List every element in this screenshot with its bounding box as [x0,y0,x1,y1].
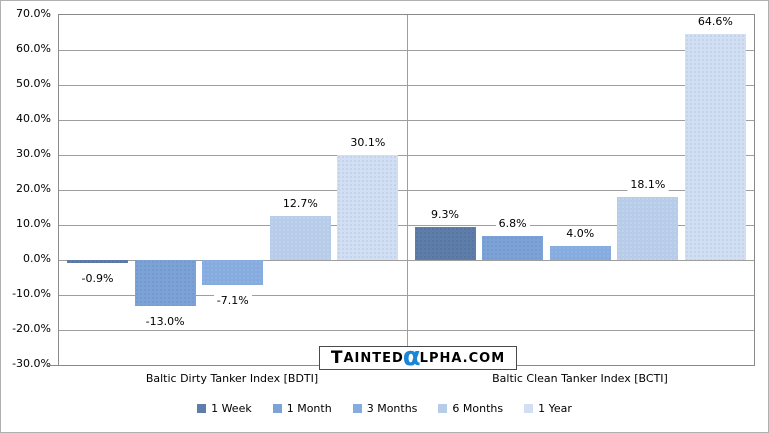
bar-bcti-3-months [549,246,611,260]
bar-bdti-3-months [202,260,264,285]
bar-value-label-bdti-1-month: -13.0% [142,314,188,329]
bar-value-label-bdti-1-week: -0.9% [78,272,117,287]
y-axis-tick-label: -30.0% [12,357,51,370]
y-axis-tick-label: -20.0% [12,322,51,335]
legend-item-1-year: 1 Year [524,402,572,415]
gridline [59,260,754,261]
gridline [59,225,754,226]
bar-bdti-1-month [134,260,196,306]
gridline [59,330,754,331]
plot-area: -0.9% -13.0% -7.1% 12.7% 30.1% 9.3% 6.8% 4.0% 18… [58,14,755,366]
alpha-logo-icon: α [402,341,421,372]
x-axis-left-tick [48,365,58,366]
legend-label-1-year: 1 Year [538,402,572,415]
watermark-text-part2: LPHA.COM [419,350,506,366]
legend-label-6-months: 6 Months [452,402,504,415]
bar-bcti-1-year [684,33,746,260]
y-axis-tick-label: 20.0% [16,182,51,195]
legend-label-1-month: 1 Month [286,402,332,415]
y-axis-tick-label: 60.0% [16,42,51,55]
bar-value-label-bcti-1-month: 6.8% [495,217,530,232]
gridline [59,190,754,191]
legend-swatch-1-month [272,404,282,413]
y-axis-tick-label: 10.0% [16,217,51,230]
bar-bcti-6-months [617,196,679,260]
category-label-bcti: Baltic Clean Tanker Index [BCTI] [492,372,668,385]
category-label-bdti: Baltic Dirty Tanker Index [BDTI] [145,372,319,385]
bar-value-label-bcti-1-year: 64.6% [694,14,736,29]
legend-item-3-months: 3 Months [352,402,418,415]
legend-item-1-week: 1 Week [197,402,252,415]
legend-label-3-months: 3 Months [366,402,418,415]
gridline [59,85,754,86]
bar-value-label-bdti-3-months: -7.1% [213,293,252,308]
bar-value-label-bdti-6-months: 12.7% [279,196,321,211]
legend-item-6-months: 6 Months [438,402,503,415]
y-axis-tick-label: 40.0% [16,112,51,125]
legend-swatch-6-months [438,404,448,413]
bar-bdti-6-months [269,215,331,260]
bar-value-label-bdti-1-year: 30.1% [347,135,389,150]
bar-bcti-1-month [482,236,544,260]
legend-swatch-1-year [524,404,534,413]
legend-item-1-month: 1 Month [272,402,332,415]
legend-swatch-1-week [197,404,207,413]
y-axis-tick-label: 30.0% [16,147,51,160]
bar-value-label-bcti-6-months: 18.1% [627,177,669,192]
y-axis-tick-label: 50.0% [16,77,51,90]
y-axis-tick-label: 0.0% [23,252,51,265]
bar-value-label-bcti-3-months: 4.0% [563,227,598,241]
bar-bdti-1-week [67,260,128,264]
bar-value-label-bcti-1-week: 9.3% [428,208,462,223]
legend-label-1-week: 1 Week [211,402,252,415]
category-divider-line [407,15,408,365]
legend-swatch-3-months [352,404,362,413]
watermark-text-initial: T [330,347,344,368]
y-axis-tick-label: 70.0% [16,7,51,20]
legend: 1 Week 1 Month 3 Months 6 Months 1 Year [1,402,768,415]
watermark-box: T AINTED α LPHA.COM [319,341,517,372]
gridline [59,50,754,51]
gridline [59,120,754,121]
y-axis-tick-label: -10.0% [12,287,51,300]
bar-bdti-1-year [337,154,399,260]
bar-bcti-1-week [414,227,476,260]
gridline [59,295,754,296]
gridline [59,155,754,156]
watermark-text-part1: AINTED [343,350,404,366]
